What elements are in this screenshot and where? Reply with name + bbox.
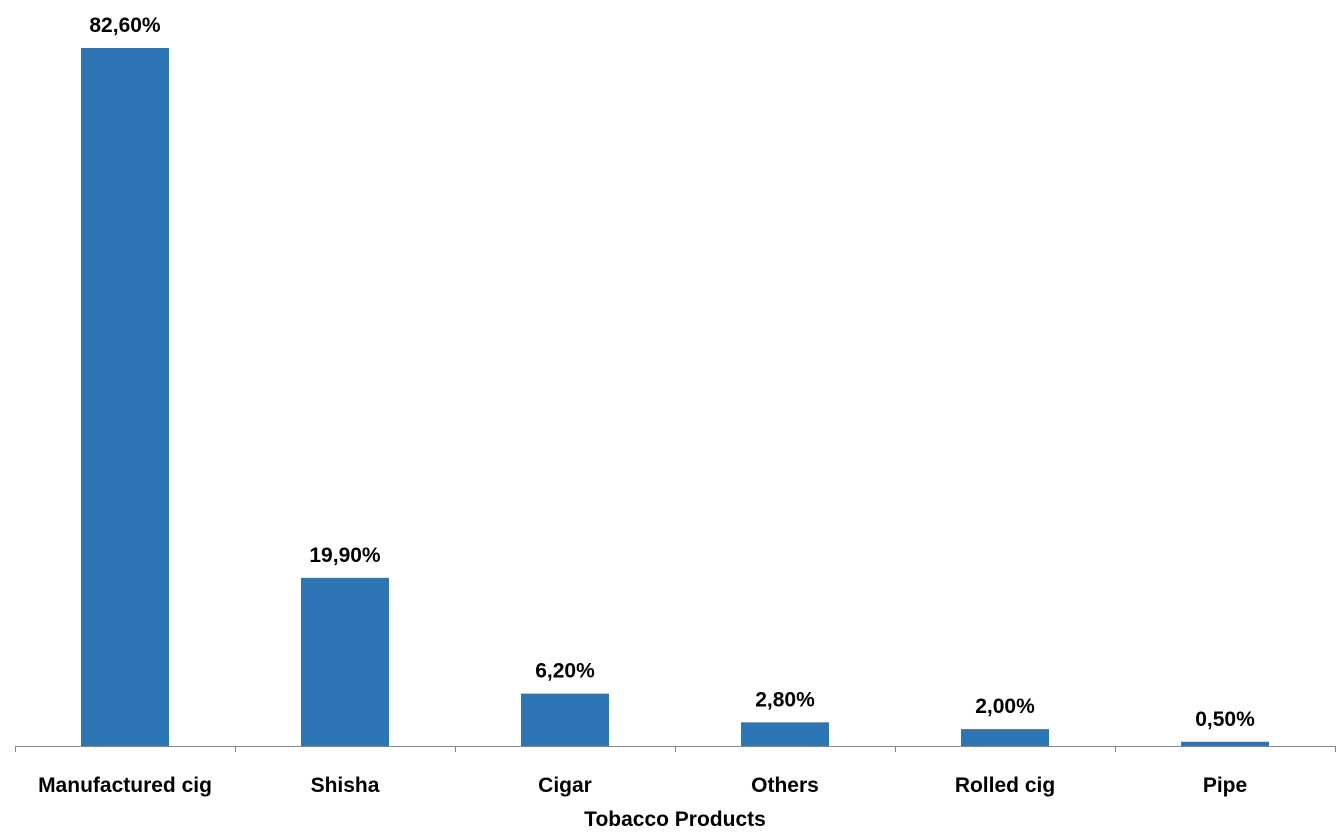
bar <box>1181 741 1269 746</box>
bar-data-label: 2,80% <box>755 688 815 711</box>
x-axis-ticks <box>15 746 1336 752</box>
bar-data-label: 2,00% <box>975 695 1035 718</box>
bar-data-label: 19,90% <box>309 544 381 567</box>
bar-data-label: 82,60% <box>89 14 161 37</box>
bar-data-label: 6,20% <box>535 660 595 683</box>
x-tick-label: Others <box>751 774 819 797</box>
bar <box>521 693 609 746</box>
data-labels-layer: 82,60% 19,90% 6,20% 2,80% 2,00% 0,50% <box>89 14 1255 731</box>
bar <box>741 722 829 746</box>
bars-layer <box>81 48 1269 746</box>
x-tick-label: Manufactured cig <box>38 774 212 797</box>
x-tick-label: Shisha <box>311 774 380 797</box>
bar <box>81 48 169 746</box>
bar <box>301 577 389 746</box>
bar <box>961 729 1049 746</box>
x-tick-label: Cigar <box>538 774 592 797</box>
x-tick-label: Pipe <box>1203 774 1247 797</box>
bar-data-label: 0,50% <box>1195 708 1255 731</box>
x-tick-label: Rolled cig <box>955 774 1055 797</box>
x-axis-tick-labels: Manufactured cig Shisha Cigar Others Rolled … <box>38 774 1247 797</box>
x-axis-title: Tobacco Products <box>584 808 766 831</box>
